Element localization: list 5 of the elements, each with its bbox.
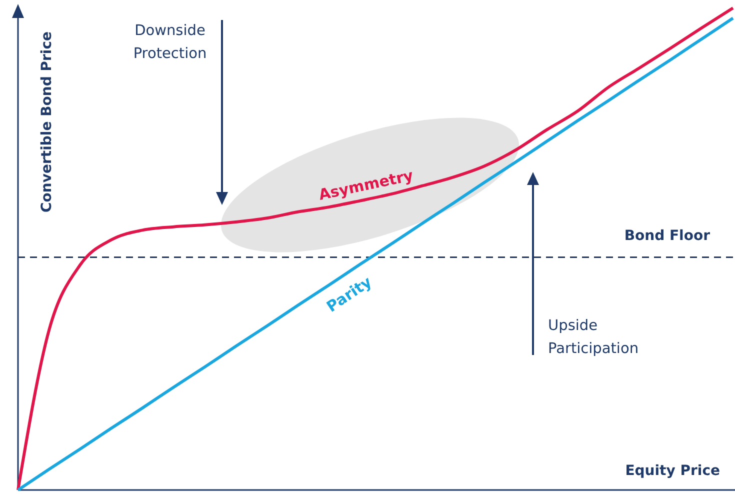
annotation: Downside Protection [133, 23, 207, 62]
x-axis-title: Equity Price [625, 463, 720, 479]
ref-line-label: Bond Floor [624, 228, 710, 244]
y-axis-title: Convertible Bond Price [39, 32, 55, 212]
annotation: Upside Participation [548, 318, 639, 357]
